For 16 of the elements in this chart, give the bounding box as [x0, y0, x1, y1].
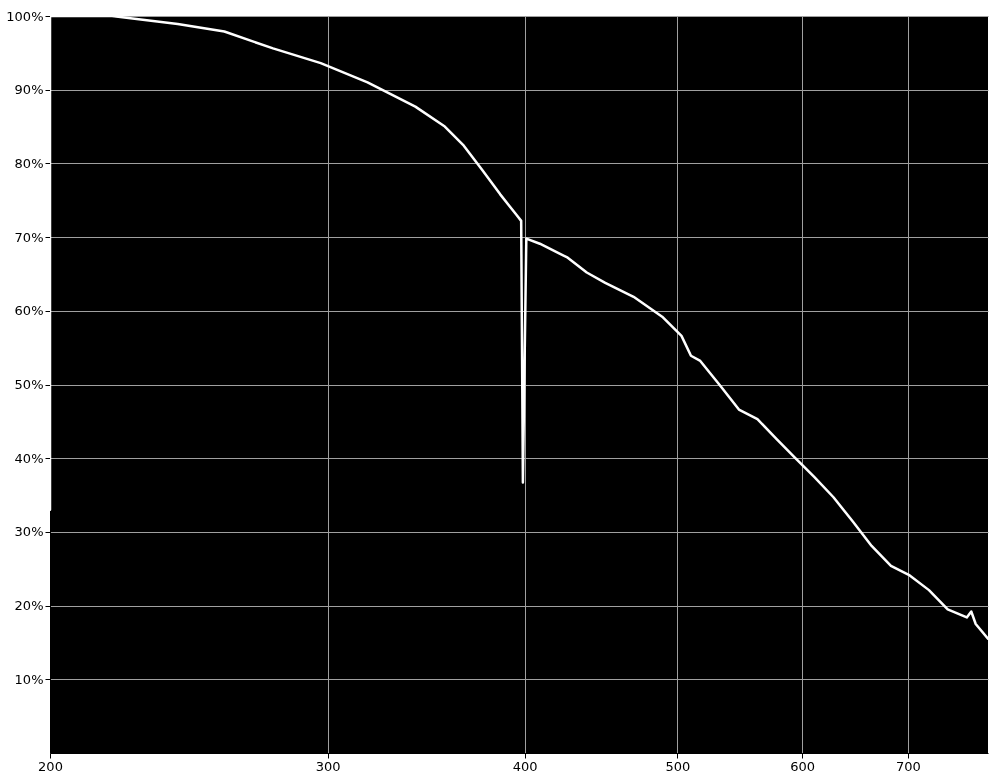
y-tick-label: 70% [14, 229, 44, 245]
x-tick-label: 600 [790, 758, 816, 774]
y-tick-label: 60% [14, 303, 44, 319]
x-tick-label: 200 [38, 758, 63, 774]
y-tick-label: 20% [14, 598, 44, 614]
y-tick-label: 90% [14, 82, 44, 98]
y-tick-label: 80% [14, 155, 44, 171]
y-tick-label: 40% [14, 450, 44, 466]
y-tick-label: 10% [14, 671, 44, 687]
y-tick-label: 100% [6, 8, 44, 24]
y-tick-label: 30% [14, 524, 44, 540]
x-tick-label: 400 [512, 758, 538, 774]
y-tick-label: 50% [14, 377, 44, 392]
x-tick-label: 700 [895, 758, 921, 774]
x-tick-label: 300 [315, 758, 341, 774]
x-tick-label: 500 [665, 758, 691, 774]
